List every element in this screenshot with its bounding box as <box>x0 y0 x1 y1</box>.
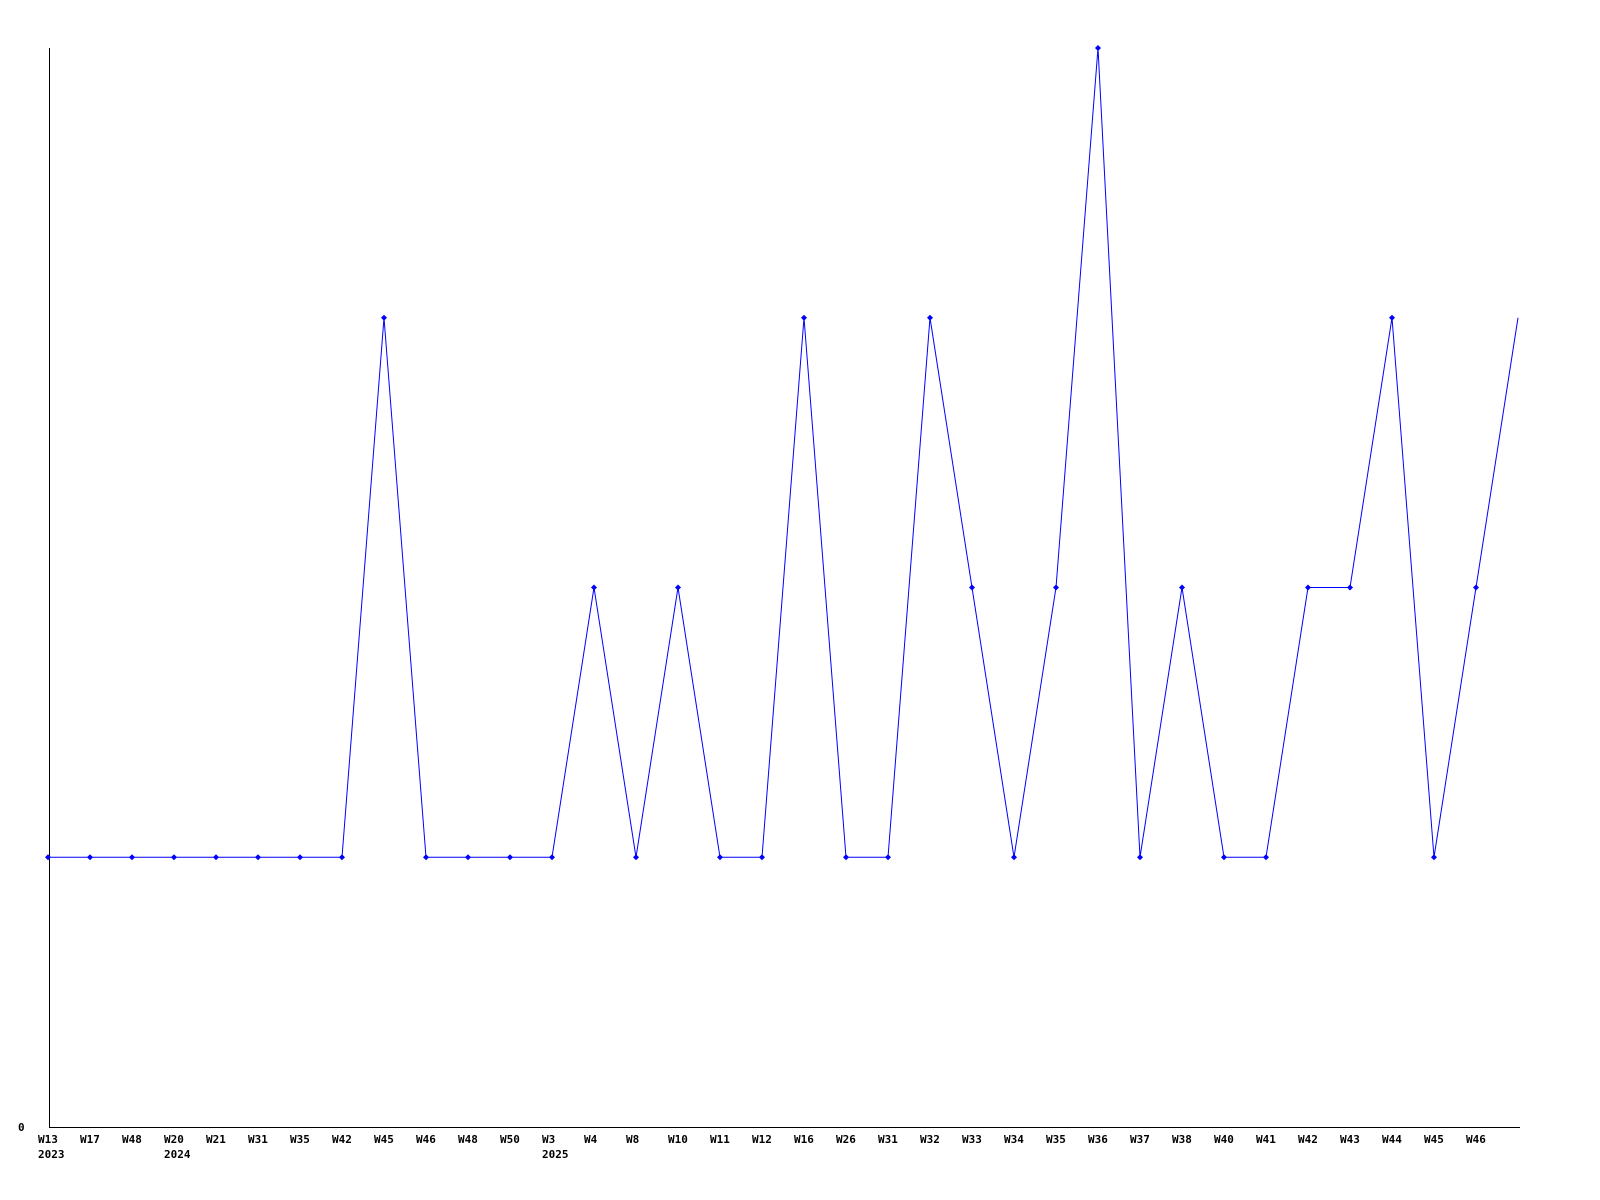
x-tick-label: W17 <box>80 1133 100 1146</box>
x-tick-label: W35 <box>1046 1133 1066 1146</box>
data-point <box>843 854 849 861</box>
x-tick-label: W43 <box>1340 1133 1360 1146</box>
x-tick-label: W10 <box>668 1133 688 1146</box>
x-tick-label: W26 <box>836 1133 856 1146</box>
x-tick-label: W33 <box>962 1133 982 1146</box>
data-point <box>801 314 807 321</box>
x-tick-label: W31 <box>248 1133 268 1146</box>
x-tick-label: W34 <box>1004 1133 1024 1146</box>
data-point <box>927 314 933 321</box>
x-tick-label: W46 <box>1466 1133 1486 1146</box>
data-point <box>969 584 975 591</box>
x-tick-label: W4 <box>584 1133 598 1146</box>
data-point <box>507 854 513 861</box>
data-point <box>1011 854 1017 861</box>
data-point <box>1221 854 1227 861</box>
x-tick-label: W16 <box>794 1133 814 1146</box>
x-tick-label: W3 <box>542 1133 555 1146</box>
data-point <box>1347 584 1353 591</box>
x-tick-label: W46 <box>416 1133 436 1146</box>
x-tick-label: W45 <box>374 1133 394 1146</box>
x-year-label: 2024 <box>164 1148 191 1161</box>
data-point <box>885 854 891 861</box>
x-tick-label: W32 <box>920 1133 940 1146</box>
x-tick-label: W37 <box>1130 1133 1150 1146</box>
x-tick-label: W11 <box>710 1133 730 1146</box>
x-tick-label: W50 <box>500 1133 520 1146</box>
x-tick-label: W44 <box>1382 1133 1402 1146</box>
data-point <box>87 854 93 861</box>
data-point <box>1431 854 1437 861</box>
x-tick-label: W42 <box>1298 1133 1318 1146</box>
data-point <box>717 854 723 861</box>
x-tick-label: W20 <box>164 1133 184 1146</box>
x-tick-label: W31 <box>878 1133 898 1146</box>
data-point <box>1389 314 1395 321</box>
x-tick-label: W45 <box>1424 1133 1444 1146</box>
data-point <box>45 854 51 861</box>
data-point <box>591 584 597 591</box>
x-tick-label: W13 <box>38 1133 58 1146</box>
x-tick-label: W41 <box>1256 1133 1276 1146</box>
data-point <box>1095 45 1101 51</box>
data-point <box>1305 584 1311 591</box>
x-tick-label: W42 <box>332 1133 352 1146</box>
data-point <box>129 854 135 861</box>
data-point <box>255 854 261 861</box>
data-point <box>1179 584 1185 591</box>
data-point <box>549 854 555 861</box>
data-point <box>465 854 471 861</box>
data-point <box>1053 584 1059 591</box>
data-point <box>1263 854 1269 861</box>
data-point <box>339 854 345 861</box>
data-point <box>759 854 765 861</box>
x-tick-label: W36 <box>1088 1133 1108 1146</box>
x-year-label: 2023 <box>38 1148 65 1161</box>
x-tick-label: W48 <box>122 1133 142 1146</box>
x-tick-label: W12 <box>752 1133 772 1146</box>
data-point <box>423 854 429 861</box>
x-year-label: 2025 <box>542 1148 569 1161</box>
x-tick-label: W38 <box>1172 1133 1192 1146</box>
x-tick-label: W48 <box>458 1133 478 1146</box>
data-point <box>675 584 681 591</box>
x-tick-label: W8 <box>626 1133 639 1146</box>
x-tick-label: W21 <box>206 1133 226 1146</box>
data-point <box>381 314 387 321</box>
data-point <box>213 854 219 861</box>
data-point <box>171 854 177 861</box>
data-point <box>1473 584 1479 591</box>
x-tick-label: W35 <box>290 1133 310 1146</box>
data-point <box>633 854 639 861</box>
y-tick-label: 0 <box>18 1121 25 1134</box>
x-tick-label: W40 <box>1214 1133 1234 1146</box>
data-point <box>297 854 303 861</box>
series-line <box>48 47 1519 858</box>
data-point <box>1137 854 1143 861</box>
